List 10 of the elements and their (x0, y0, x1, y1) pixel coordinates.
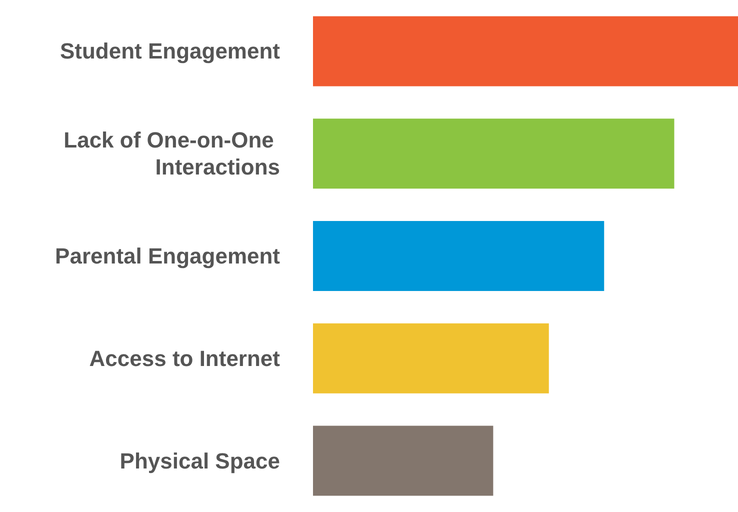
bar (313, 16, 738, 86)
y-tick-label: Lack of One-on-One Interactions (64, 128, 280, 180)
bar (313, 426, 494, 496)
y-tick-label: Parental Engagement (55, 244, 281, 268)
y-tick-label: Student Engagement (60, 38, 281, 64)
bar (313, 323, 549, 394)
bar (313, 118, 674, 189)
y-tick-label: Access to Internet (89, 346, 281, 371)
y-tick-label: Physical Space (120, 448, 280, 474)
bar (313, 221, 604, 291)
